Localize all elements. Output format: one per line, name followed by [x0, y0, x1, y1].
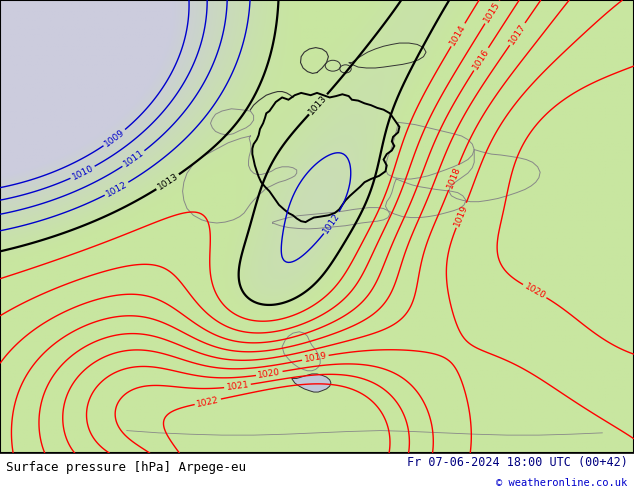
- Text: 1009: 1009: [103, 127, 126, 148]
- Text: 1020: 1020: [257, 368, 281, 380]
- Text: 1016: 1016: [471, 47, 491, 71]
- Text: 1012: 1012: [105, 179, 129, 198]
- Text: 1022: 1022: [196, 395, 220, 409]
- Text: 1013: 1013: [156, 172, 180, 192]
- Text: 1021: 1021: [226, 380, 249, 392]
- Polygon shape: [282, 332, 320, 371]
- Text: 1019: 1019: [453, 203, 470, 227]
- Polygon shape: [292, 374, 331, 392]
- Text: 1012: 1012: [321, 211, 342, 235]
- Text: Surface pressure [hPa] Arpege-eu: Surface pressure [hPa] Arpege-eu: [6, 461, 247, 474]
- Text: 1018: 1018: [445, 165, 462, 190]
- Text: 1013: 1013: [307, 93, 329, 116]
- Text: 1017: 1017: [507, 22, 527, 46]
- Text: © weatheronline.co.uk: © weatheronline.co.uk: [496, 478, 628, 489]
- Text: 1020: 1020: [522, 282, 547, 300]
- Polygon shape: [349, 43, 426, 68]
- Text: 1019: 1019: [303, 351, 328, 364]
- Text: Fr 07-06-2024 18:00 UTC (00+42): Fr 07-06-2024 18:00 UTC (00+42): [407, 456, 628, 469]
- Text: 1011: 1011: [122, 148, 146, 169]
- Text: 1010: 1010: [70, 163, 95, 182]
- Text: 1014: 1014: [448, 23, 468, 47]
- Text: 1015: 1015: [482, 0, 502, 24]
